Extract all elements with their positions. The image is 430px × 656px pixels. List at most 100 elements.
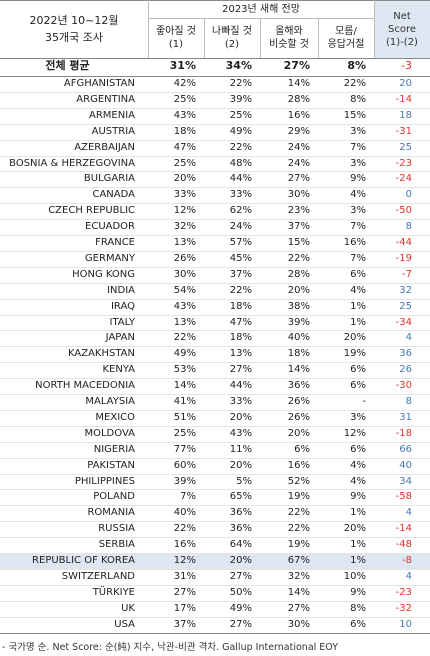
row-cell: 27% [229,570,252,582]
row-net: 10 [399,618,412,630]
row-label: UK [121,602,135,614]
rule [0,457,430,459]
survey-header-line: 35개국 조사 [45,31,103,44]
row-net: -32 [395,602,412,614]
rule [0,489,430,491]
row-cell: 7% [180,491,196,503]
row-cell: 6% [350,618,366,630]
row-cell: 41% [173,396,196,407]
average-cell: 31% [169,59,196,72]
row-cell: 16% [287,459,310,471]
row-cell: 44% [229,173,252,185]
row-cell: 22% [287,523,310,535]
rule [0,330,430,332]
row-cell: 12% [173,555,196,566]
row-cell: 26% [173,252,196,264]
rule [148,0,149,58]
row-label: SWITZERLAND [61,570,135,582]
column-header: 모름/응답거절 [318,18,374,58]
row-net: -18 [395,427,412,439]
row-cell: 28% [287,268,310,280]
row-cell: 29% [287,125,310,137]
row-cell: 1% [350,300,366,312]
column-header: 올해와 비슷할 것 [260,18,318,58]
row-cell: 18% [287,348,310,360]
row-net: 4 [405,507,412,519]
net-header-line: Score [387,23,416,35]
row-label: KAZAKHSTAN [68,348,135,360]
rule [0,187,430,189]
row-cell: 49% [229,602,252,614]
row-cell: 57% [229,237,252,248]
row-cell: 8% [350,602,366,614]
rule [0,219,430,221]
row-cell: 1% [350,555,366,566]
row-cell: 3% [350,125,366,137]
row-cell: 30% [287,189,310,201]
rule [0,505,430,507]
column-header: 좋아질 것 (1) [148,18,204,58]
row-cell: 25% [229,109,252,121]
rule [0,394,430,395]
average-net: -3 [401,59,412,72]
row-cell: 20% [287,427,310,439]
row-cell: 26% [287,396,310,407]
row-cell: 1% [350,507,366,519]
row-cell: 27% [287,173,310,185]
row-cell: 20% [287,284,310,296]
rule [0,235,430,236]
row-cell: 27% [229,364,252,376]
rule [0,600,430,602]
row-cell: 24% [287,157,310,169]
row-cell: 30% [173,268,196,280]
row-cell: 3% [350,411,366,423]
row-cell: 39% [287,316,310,328]
net-header: Net Score (1)-(2) [374,0,430,58]
row-cell: 6% [294,443,310,455]
row-cell: 25% [173,157,196,169]
row-label: ITALY [109,316,135,328]
row-net: -44 [395,237,412,248]
row-cell: 19% [343,348,366,360]
row-cell: 31% [173,570,196,582]
row-net: 4 [405,332,412,344]
row-cell: 33% [173,189,196,201]
row-cell: 20% [229,555,252,566]
row-cell: 6% [350,443,366,455]
row-cell: 4% [350,284,366,296]
rule [0,378,430,380]
row-label: POLAND [93,491,135,503]
row-label: MOLDOVA [84,427,135,439]
row-cell: 12% [173,205,196,217]
row-cell: 20% [229,411,252,423]
row-label: AUSTRIA [91,125,135,137]
row-cell: 1% [350,539,366,551]
row-cell: 37% [229,268,252,280]
rule [374,0,375,58]
row-cell: 17% [173,602,196,614]
rule [318,18,319,58]
row-net: 8 [405,221,412,233]
row-cell: 7% [350,221,366,233]
row-cell: 20% [173,173,196,185]
row-label: ECUADOR [85,221,135,233]
row-net: 0 [405,189,412,201]
row-net: 8 [405,396,412,407]
row-cell: 22% [229,284,252,296]
row-cell: 13% [173,316,196,328]
row-cell: 16% [343,237,366,248]
row-label: RUSSIA [98,523,135,535]
row-cell: 22% [173,523,196,535]
row-cell: 60% [173,459,196,471]
row-cell: 11% [229,443,252,455]
row-cell: 6% [350,380,366,392]
row-label: KENYA [102,364,135,376]
row-cell: 7% [350,252,366,264]
row-label: SERBIA [98,539,135,551]
row-net: -14 [395,93,412,105]
average-cell: 27% [283,59,310,72]
rule [0,473,430,475]
row-cell: 43% [173,109,196,121]
row-cell: 16% [173,539,196,551]
row-net: 31 [399,411,412,423]
